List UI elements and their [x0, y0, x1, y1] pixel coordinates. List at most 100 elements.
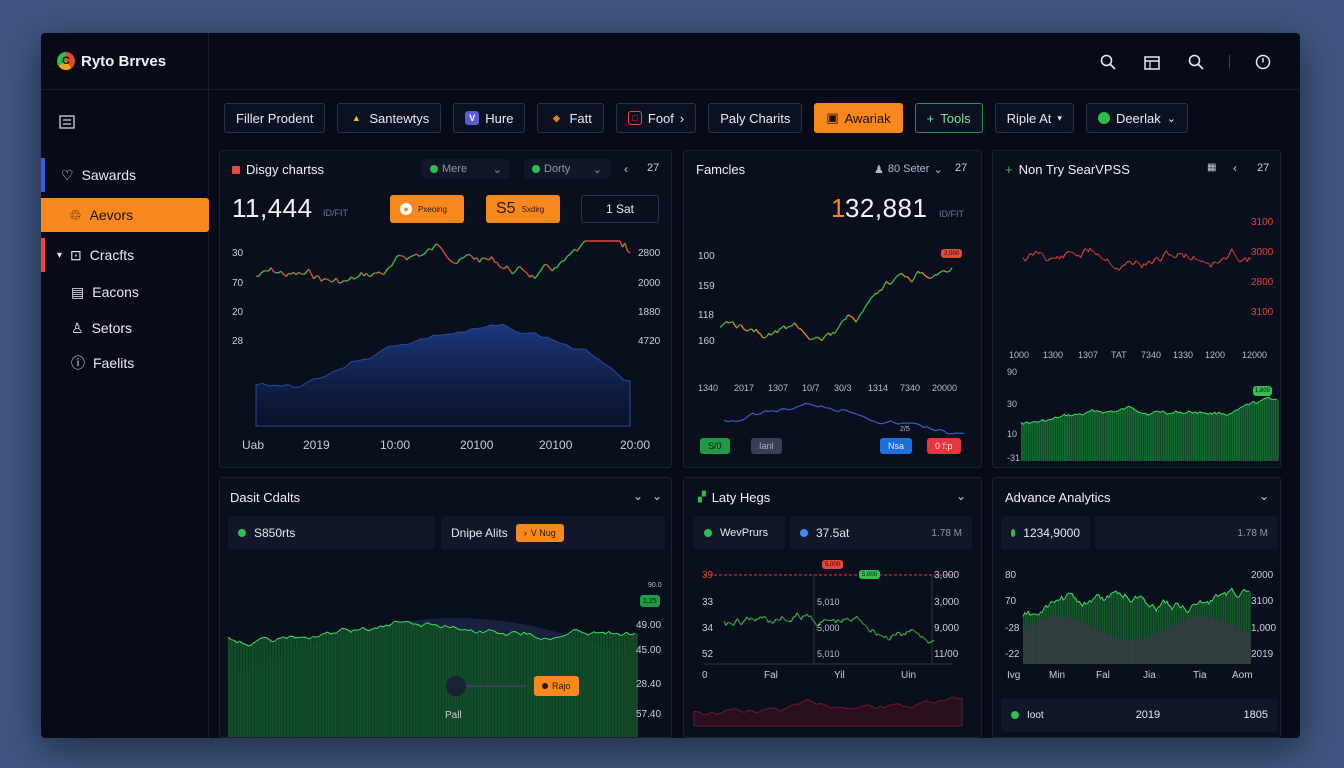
- sub-card[interactable]: 1.78 M: [1095, 516, 1278, 550]
- sub-card-text: S850rts: [254, 526, 296, 540]
- price-line: [719, 267, 953, 341]
- app-window: C Ryto Brrves ♡ Sawards: [41, 33, 1300, 738]
- x-tick: Uab: [242, 438, 265, 452]
- sub-card[interactable]: Dnipe Alits › V Nug: [441, 516, 665, 550]
- sub-card[interactable]: 37.5at 1.78 M: [790, 516, 972, 550]
- sidebar-item-cracfts[interactable]: ▾ ⊡ Cracfts: [41, 238, 209, 272]
- chart-icon: ⊡: [70, 246, 82, 263]
- setter-dropdown[interactable]: ♟ 80 Seter ⌄: [866, 159, 951, 179]
- filter-label: Tools: [940, 110, 971, 126]
- sidebar-item-aevors[interactable]: ♲ Aevors: [41, 198, 209, 232]
- filter-dropdown[interactable]: Deerlak ⌄: [1085, 103, 1188, 133]
- sidebar-item-sawards[interactable]: ♡ Sawards: [41, 158, 209, 192]
- chart-up-icon: ▞: [698, 492, 706, 503]
- search-icon[interactable]: [1097, 51, 1119, 73]
- sub-card[interactable]: 1234,9000: [1001, 516, 1090, 550]
- panel-title: Disgy chartss: [232, 162, 324, 177]
- x-tick: 7340: [1141, 350, 1162, 360]
- filter-button[interactable]: ◈ Fatt: [537, 103, 604, 133]
- slider-track[interactable]: [466, 685, 526, 687]
- prev-icon[interactable]: ‹: [624, 162, 628, 176]
- page-number: 27: [647, 162, 660, 174]
- chip-text: S/0: [708, 441, 722, 451]
- y-tick: 3100: [1251, 217, 1274, 228]
- price-chart: [255, 240, 631, 427]
- chevron-down-icon[interactable]: ⌄: [633, 489, 644, 503]
- sub-card[interactable]: S850rts: [228, 516, 435, 550]
- footer-row[interactable]: Ioot 2019 1805: [1001, 698, 1278, 732]
- square-icon: [232, 165, 240, 174]
- panel-title: Dasit Cdalts: [230, 490, 301, 505]
- dropdown[interactable]: Mere ⌄: [422, 159, 510, 179]
- sidebar-item-setors[interactable]: ♙ Setors: [41, 311, 209, 345]
- tag-text: Pxeoing: [418, 204, 447, 214]
- filter-button[interactable]: Filler Prodent: [224, 103, 326, 133]
- price-chart: [719, 267, 965, 435]
- dropdown-value: Mere: [442, 163, 468, 175]
- chevron-down-icon[interactable]: ⌄: [652, 489, 663, 503]
- bottom-area: [693, 696, 963, 727]
- y-tick: 33: [702, 597, 714, 608]
- x-tick: 10/7: [802, 383, 820, 393]
- chip-neutral[interactable]: Ianl: [751, 438, 782, 454]
- tag-orange[interactable]: ● Pxeoing: [390, 195, 464, 223]
- mini-label: 2/5: [900, 426, 910, 433]
- y-tick: 49.00: [636, 620, 662, 631]
- brand[interactable]: C Ryto Brrves: [57, 52, 166, 70]
- status-dot-icon: [1097, 112, 1110, 124]
- filter-dropdown[interactable]: Riple At ▾: [994, 103, 1074, 133]
- menu-icon[interactable]: [59, 115, 75, 134]
- big-value: 11,444: [232, 193, 313, 223]
- y-tick: 2800: [1251, 277, 1274, 288]
- y-tick: 1,000: [1251, 623, 1277, 634]
- x-tick: 1307: [768, 383, 789, 393]
- sub-card[interactable]: WevPrurs: [694, 516, 785, 550]
- panel-title: + Non Try SearVPSS: [1005, 162, 1130, 177]
- active-indicator: [41, 238, 45, 272]
- sidebar-item-faelits[interactable]: ⓘ Faelits: [41, 346, 209, 380]
- x-tick: Tia: [1193, 670, 1207, 681]
- top-actions: [1097, 51, 1274, 73]
- calendar-icon[interactable]: ▦: [1207, 162, 1217, 173]
- x-tick: 7340: [900, 383, 921, 393]
- prev-icon[interactable]: ‹: [1233, 161, 1237, 175]
- x-tick: 20100: [539, 438, 573, 452]
- y-tick: 2019: [1251, 649, 1274, 660]
- volume-bars: [1022, 587, 1251, 664]
- unit-label: ID/FIT: [323, 208, 348, 218]
- timer-icon[interactable]: [1252, 51, 1274, 73]
- time-selector[interactable]: 1 Sat: [581, 195, 659, 223]
- sidebar-item-eacons[interactable]: ▤ Eacons: [41, 275, 209, 309]
- filter-button[interactable]: V Hure: [453, 103, 526, 133]
- chip-blue[interactable]: Nsa: [880, 438, 913, 454]
- y-tick: 30: [1007, 399, 1018, 409]
- filter-button-active[interactable]: ▣ Awariak: [814, 103, 903, 133]
- filter-button[interactable]: ▲ Santewtys: [337, 103, 442, 133]
- dropdown[interactable]: Dorty ⌄: [524, 159, 610, 179]
- panel-dasit-cdalts: Dasit Cdalts ⌄ ⌄ S850rts Dnipe Alits › V N…: [219, 477, 672, 738]
- slider-tag[interactable]: Rajo: [534, 676, 579, 696]
- y-tick: 1880: [638, 307, 661, 318]
- filter-label: Foof: [647, 110, 674, 126]
- chevron-down-icon: ⌄: [592, 163, 602, 176]
- price-line: [255, 240, 631, 284]
- chip-red[interactable]: 0 f:p: [927, 438, 961, 454]
- search-icon[interactable]: [1185, 51, 1207, 73]
- y-tick: 2000: [1251, 570, 1274, 581]
- filter-button[interactable]: Paly Charits: [708, 103, 803, 133]
- y-tick: 70: [1005, 596, 1017, 607]
- chevron-down-icon[interactable]: ⌄: [956, 489, 967, 503]
- panel-laty-hegs: ▞ Laty Hegs ⌄ WevPrurs 37.5at 1.78 M 39 33…: [683, 477, 982, 738]
- mid-label: 5,010: [817, 649, 840, 659]
- tag-orange[interactable]: S5 Sxdirg: [486, 195, 560, 223]
- chevron-down-icon[interactable]: ⌄: [1259, 489, 1270, 503]
- filter-button[interactable]: □ Foof ›: [615, 103, 697, 133]
- y-tick: 39: [702, 570, 714, 581]
- calendar-icon[interactable]: [1141, 51, 1163, 73]
- chip-up[interactable]: S/0: [700, 438, 730, 454]
- tools-button[interactable]: + Tools: [914, 103, 983, 133]
- slider-handle[interactable]: [446, 676, 466, 696]
- x-tick: 30/3: [834, 383, 852, 393]
- sidebar-item-label: Eacons: [92, 284, 139, 300]
- area-chart: [1022, 587, 1251, 664]
